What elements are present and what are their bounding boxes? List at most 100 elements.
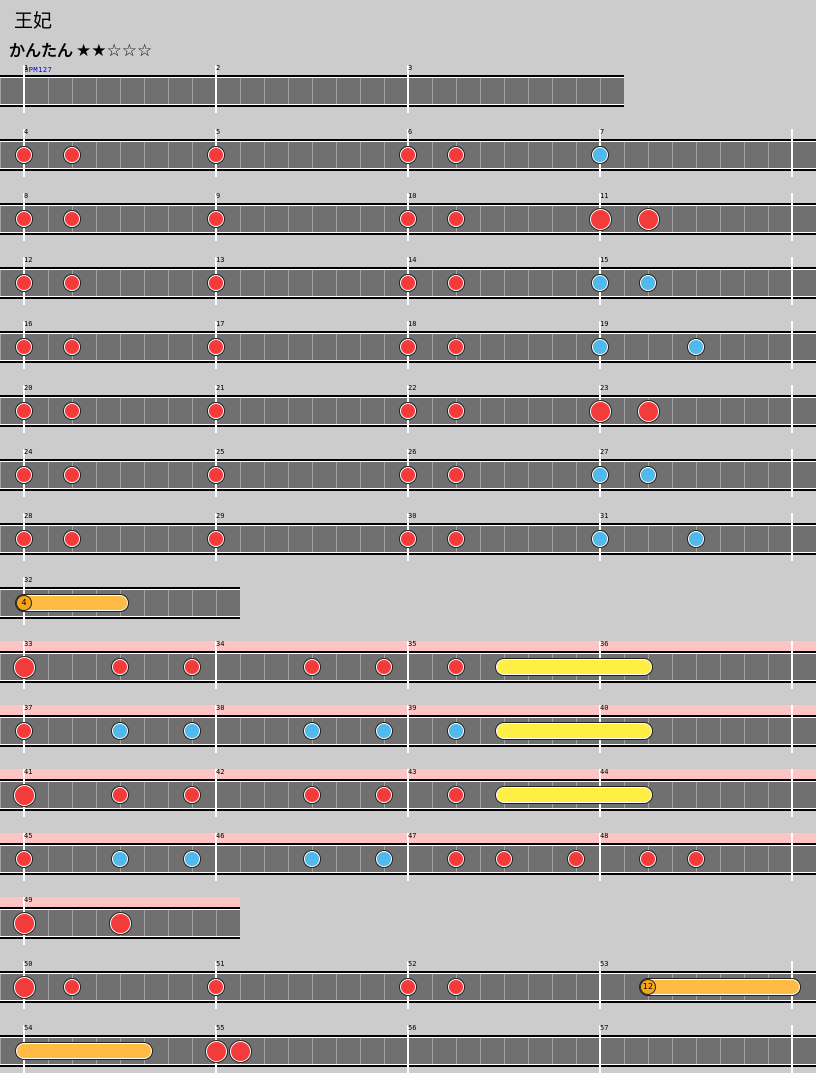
measure-number: 22 xyxy=(408,384,417,392)
don-note xyxy=(448,979,464,995)
measure-number: 45 xyxy=(24,832,33,840)
ka-note xyxy=(688,531,704,547)
chart-row: 41 42 43 44 xyxy=(0,768,816,817)
don-big-note xyxy=(13,912,35,934)
don-note xyxy=(448,275,464,291)
measure-barline xyxy=(23,65,25,113)
don-note xyxy=(448,339,464,355)
don-note xyxy=(64,275,80,291)
don-big-note xyxy=(589,400,611,422)
measure-number: 2 xyxy=(216,64,221,72)
don-note xyxy=(184,787,200,803)
measure-number: 40 xyxy=(600,704,609,712)
measure-number: 20 xyxy=(24,384,33,392)
ka-note xyxy=(592,339,608,355)
measure-barline xyxy=(791,257,793,305)
measure-number: 13 xyxy=(216,256,225,264)
chart-row: 54 55 56 57 xyxy=(0,1024,816,1073)
don-note xyxy=(208,531,224,547)
chart-row: 28 29 30 31 xyxy=(0,512,816,561)
measure-number: 43 xyxy=(408,768,417,776)
difficulty-name: かんたん xyxy=(9,41,74,60)
measure-number: 36 xyxy=(600,640,609,648)
measure-barline xyxy=(791,641,793,689)
measure-number: 30 xyxy=(408,512,417,520)
don-note xyxy=(568,851,584,867)
measure-barline xyxy=(791,449,793,497)
don-note xyxy=(448,787,464,803)
don-note xyxy=(208,147,224,163)
measure-number: 52 xyxy=(408,960,417,968)
don-note xyxy=(400,147,416,163)
don-note xyxy=(112,659,128,675)
ka-note xyxy=(640,467,656,483)
measure-barline xyxy=(407,65,409,113)
measure-number: 16 xyxy=(24,320,33,328)
chart-row: 1 2 3 xyxy=(0,64,624,113)
measure-number: 57 xyxy=(600,1024,609,1032)
measure-number: 51 xyxy=(216,960,225,968)
measure-barline xyxy=(215,641,217,689)
measure-number: 35 xyxy=(408,640,417,648)
don-note xyxy=(448,851,464,867)
don-note xyxy=(64,403,80,419)
don-note xyxy=(208,979,224,995)
ka-note xyxy=(304,851,320,867)
don-note xyxy=(208,403,224,419)
don-note xyxy=(16,147,32,163)
measure-barline xyxy=(791,321,793,369)
don-note xyxy=(64,979,80,995)
note-lane xyxy=(0,907,240,939)
measure-number: 8 xyxy=(24,192,29,200)
chart-row: 33 34 35 36 xyxy=(0,640,816,689)
don-note xyxy=(448,211,464,227)
don-note xyxy=(208,339,224,355)
ka-note xyxy=(640,275,656,291)
ka-note xyxy=(592,147,608,163)
difficulty-label: かんたん ★★☆☆☆ xyxy=(9,37,152,61)
don-note xyxy=(688,851,704,867)
ka-note xyxy=(376,851,392,867)
measure-barline xyxy=(791,129,793,177)
ka-note xyxy=(304,723,320,739)
measure-number: 47 xyxy=(408,832,417,840)
ka-note xyxy=(376,723,392,739)
don-note xyxy=(400,467,416,483)
don-note xyxy=(16,851,32,867)
don-big-note xyxy=(13,656,35,678)
don-note xyxy=(16,211,32,227)
measure-number: 10 xyxy=(408,192,417,200)
measure-number: 39 xyxy=(408,704,417,712)
measure-number: 3 xyxy=(408,64,413,72)
measure-number: 34 xyxy=(216,640,225,648)
measure-barline xyxy=(791,769,793,817)
don-note xyxy=(400,979,416,995)
measure-barline xyxy=(215,833,217,881)
ka-note xyxy=(184,851,200,867)
measure-number: 14 xyxy=(408,256,417,264)
measure-number: 11 xyxy=(600,192,609,200)
measure-number: 6 xyxy=(408,128,413,136)
don-note xyxy=(16,403,32,419)
ka-note xyxy=(592,275,608,291)
measure-number: 56 xyxy=(408,1024,417,1032)
don-note xyxy=(400,531,416,547)
don-big-note xyxy=(589,208,611,230)
drumroll-note xyxy=(496,659,652,675)
measure-number: 17 xyxy=(216,320,225,328)
ka-note xyxy=(112,723,128,739)
ka-note xyxy=(448,723,464,739)
measure-number: 4 xyxy=(24,128,29,136)
chart-row: 49 xyxy=(0,896,240,945)
don-note xyxy=(496,851,512,867)
don-note xyxy=(16,339,32,355)
bpm-marker: BPM127 xyxy=(24,66,53,74)
chart-row: 37 38 39 40 xyxy=(0,704,816,753)
measure-barline xyxy=(791,1025,793,1073)
drumroll-note xyxy=(496,787,652,803)
balloon-count: 12 xyxy=(640,979,656,995)
balloon-note xyxy=(640,979,800,995)
measure-number: 15 xyxy=(600,256,609,264)
chart-row: 24 25 26 27 xyxy=(0,448,816,497)
don-note xyxy=(376,659,392,675)
